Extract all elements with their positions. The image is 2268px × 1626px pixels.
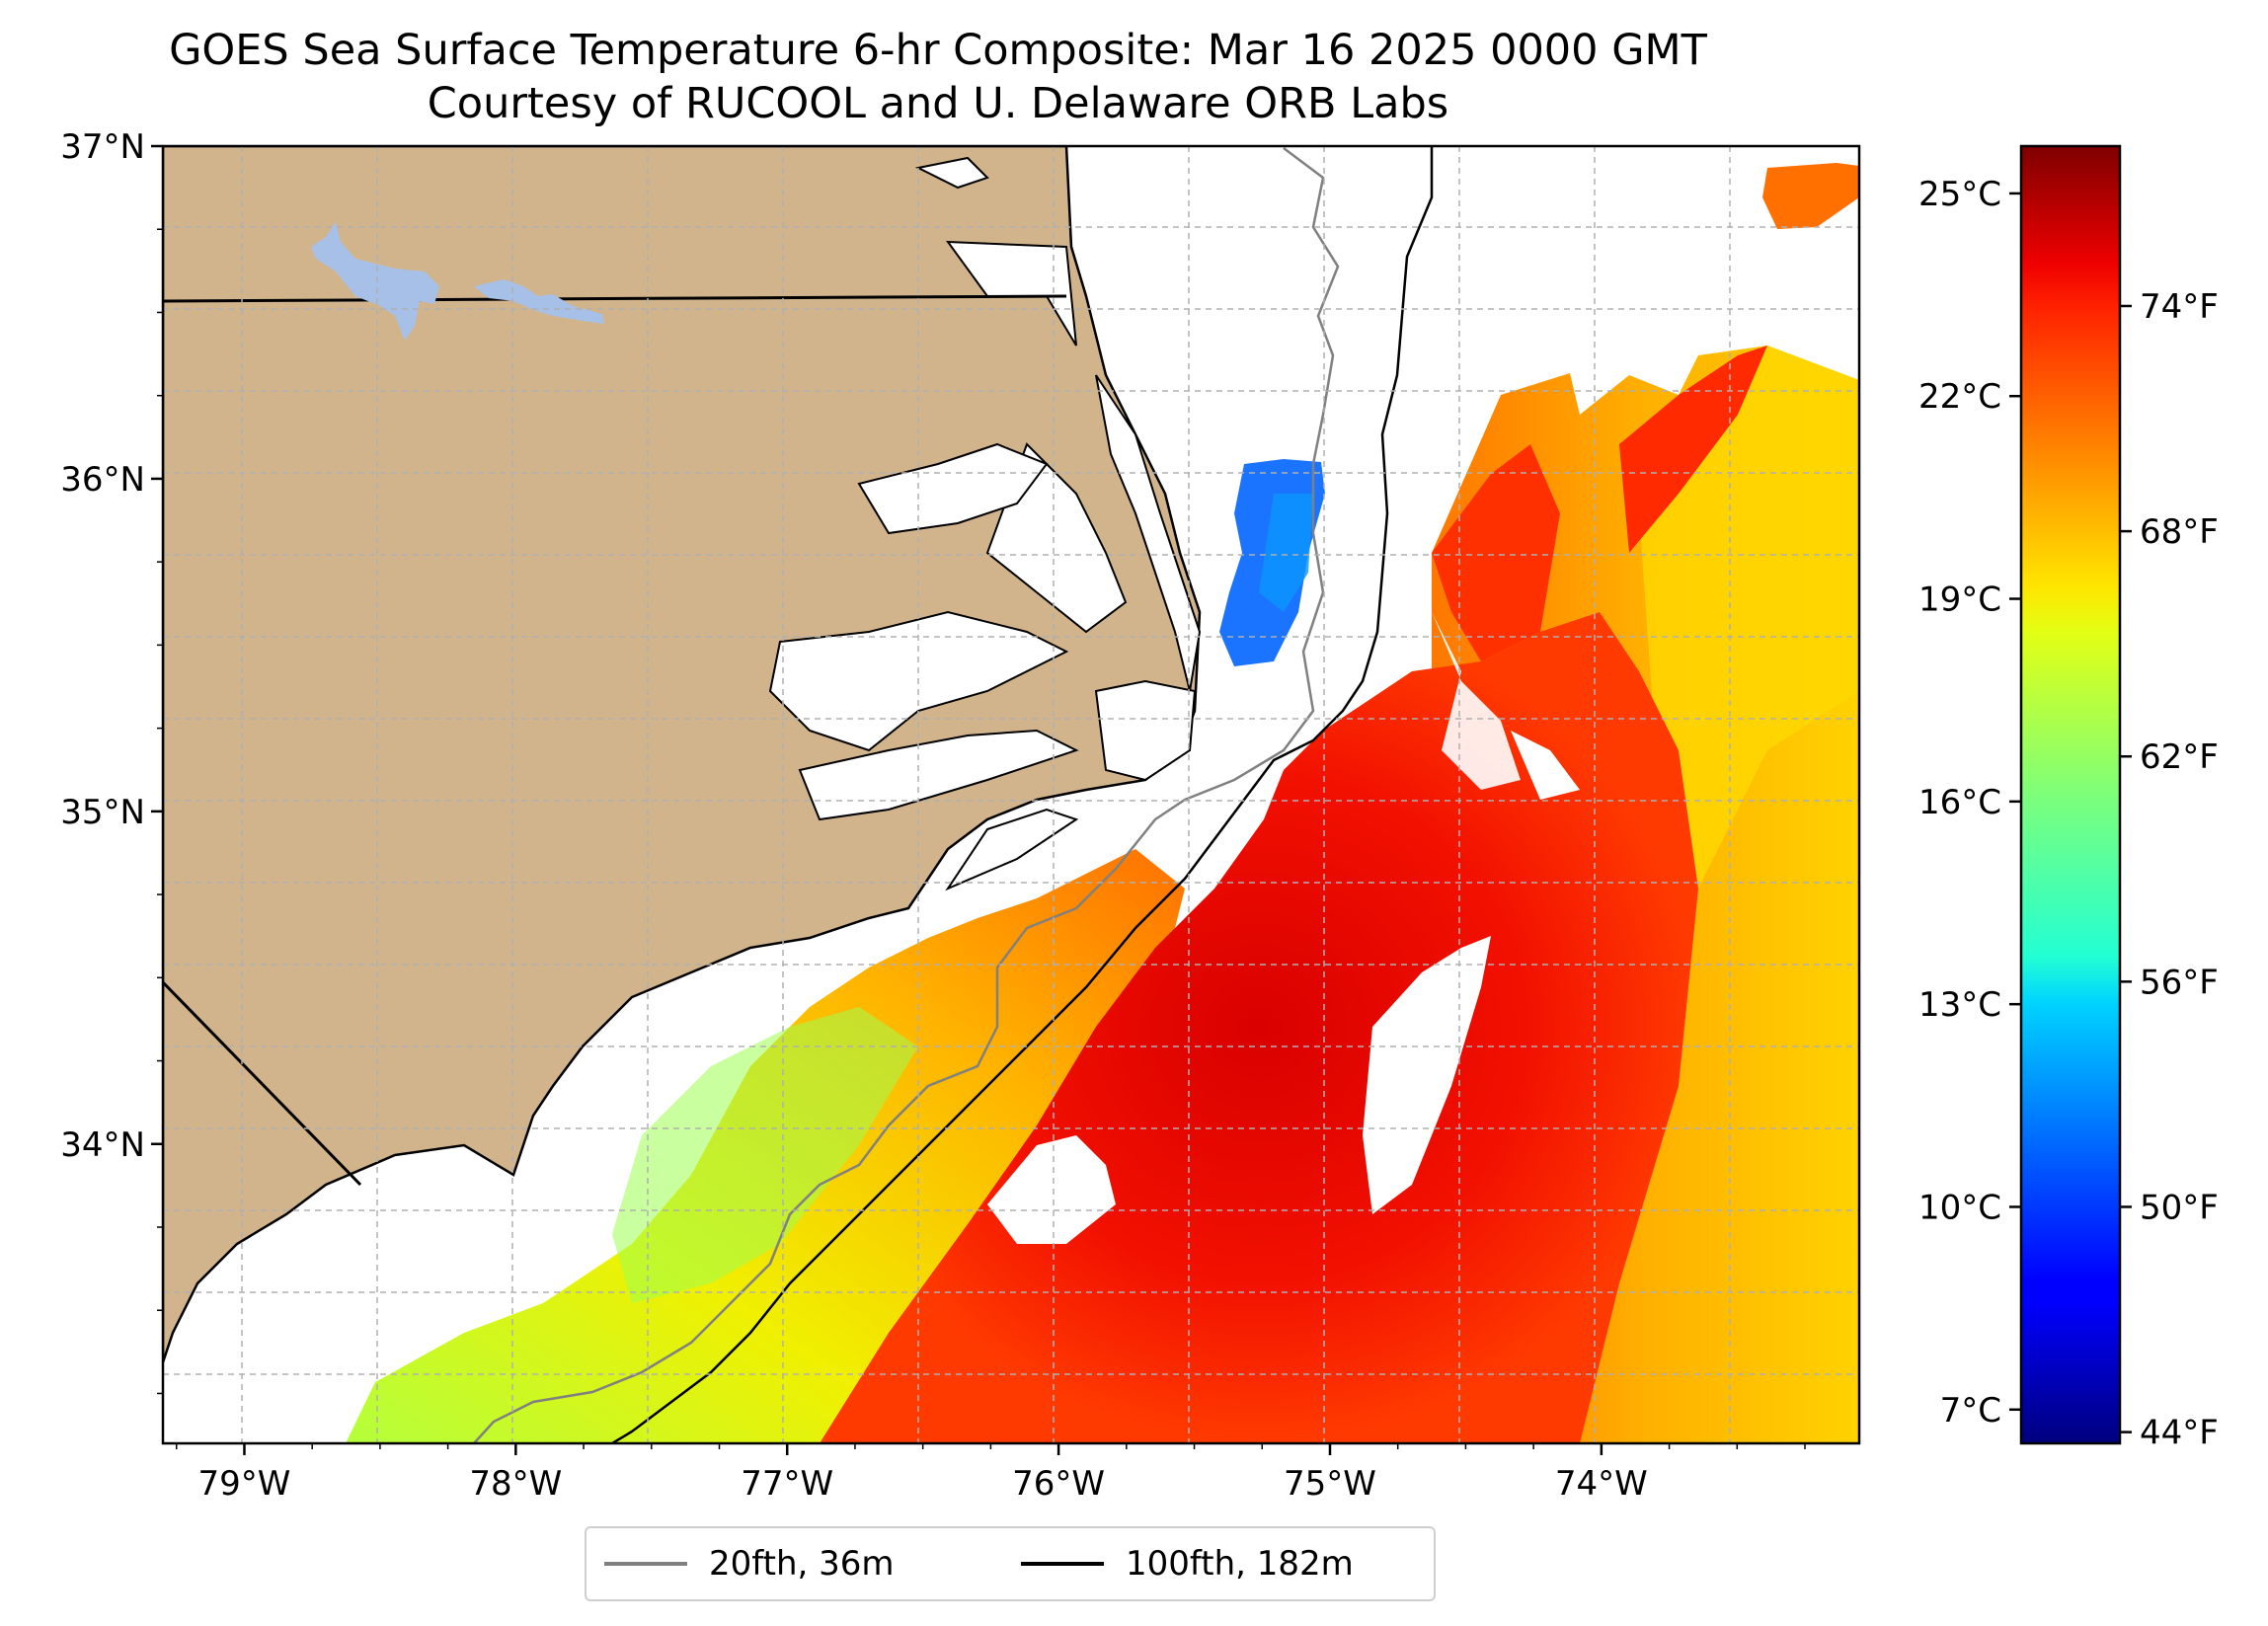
fahrenheit-tick-label: 68°F <box>2140 512 2219 552</box>
legend-label: 20fth, 36m <box>709 1544 895 1584</box>
celsius-tick-label: 19°C <box>1918 581 2001 620</box>
legend-item-100fth: 100fth, 182m <box>1021 1544 1354 1584</box>
lat-tick-label: 37°N <box>60 127 145 167</box>
sst-patch-northeast <box>1762 163 1859 229</box>
fahrenheit-tick-label: 62°F <box>2140 737 2219 777</box>
lat-tick-label: 34°N <box>60 1125 145 1165</box>
celsius-tick-label: 7°C <box>1940 1391 2001 1431</box>
map-subtitle: Courtesy of RUCOOL and U. Delaware ORB L… <box>427 79 1449 128</box>
lon-tick-label: 74°W <box>1555 1464 1648 1504</box>
fahrenheit-tick-label: 44°F <box>2140 1414 2219 1453</box>
map-frame <box>161 144 1861 1445</box>
legend-swatch-gray <box>604 1562 687 1566</box>
legend-item-20fth: 20fth, 36m <box>604 1544 895 1584</box>
gridlines <box>163 146 1859 1443</box>
state-borders <box>163 294 1067 1187</box>
latitude-axis: 37°N 36°N 35°N 34°N <box>60 127 163 1395</box>
lat-tick-label: 35°N <box>60 793 145 832</box>
celsius-tick-label: 10°C <box>1918 1188 2001 1227</box>
lon-tick-label: 77°W <box>741 1464 833 1504</box>
colorbar-frame <box>2019 144 2122 1445</box>
fahrenheit-tick-label: 74°F <box>2140 287 2219 327</box>
colorbar-gradient <box>2021 146 2120 1443</box>
lon-tick-label: 78°W <box>469 1464 562 1504</box>
celsius-tick-label: 25°C <box>1918 175 2001 214</box>
fahrenheit-tick-label: 56°F <box>2140 963 2219 1002</box>
legend-label: 100fth, 182m <box>1126 1544 1354 1584</box>
celsius-tick-label: 13°C <box>1918 985 2001 1025</box>
map-title: GOES Sea Surface Temperature 6-hr Compos… <box>169 26 1707 75</box>
land-north-carolina <box>163 146 1202 1363</box>
sst-cold-patch <box>1219 459 1325 666</box>
isobath-100fth <box>611 146 1434 1443</box>
map-area <box>163 146 1859 1443</box>
celsius-tick-label: 16°C <box>1918 783 2001 822</box>
lakes <box>311 222 604 341</box>
lon-tick-label: 75°W <box>1284 1464 1376 1504</box>
isobath-legend: 20fth, 36m 100fth, 182m <box>585 1526 1436 1601</box>
colorbar-fahrenheit-axis: 74°F 68°F 62°F 56°F 50°F 44°F <box>2120 287 2219 1453</box>
celsius-tick-label: 22°C <box>1918 377 2001 417</box>
longitude-axis: 79°W 78°W 77°W 76°W 75°W 74°W <box>175 1443 1806 1504</box>
lat-tick-label: 36°N <box>60 460 145 500</box>
lon-tick-label: 79°W <box>198 1464 291 1504</box>
colorbar-celsius-axis: 25°C 22°C 19°C 16°C 13°C 10°C 7°C <box>1918 175 2021 1431</box>
isobath-20fth <box>473 147 1340 1443</box>
fahrenheit-tick-label: 50°F <box>2140 1188 2219 1227</box>
lon-tick-label: 76°W <box>1012 1464 1105 1504</box>
legend-swatch-black <box>1021 1562 1104 1566</box>
